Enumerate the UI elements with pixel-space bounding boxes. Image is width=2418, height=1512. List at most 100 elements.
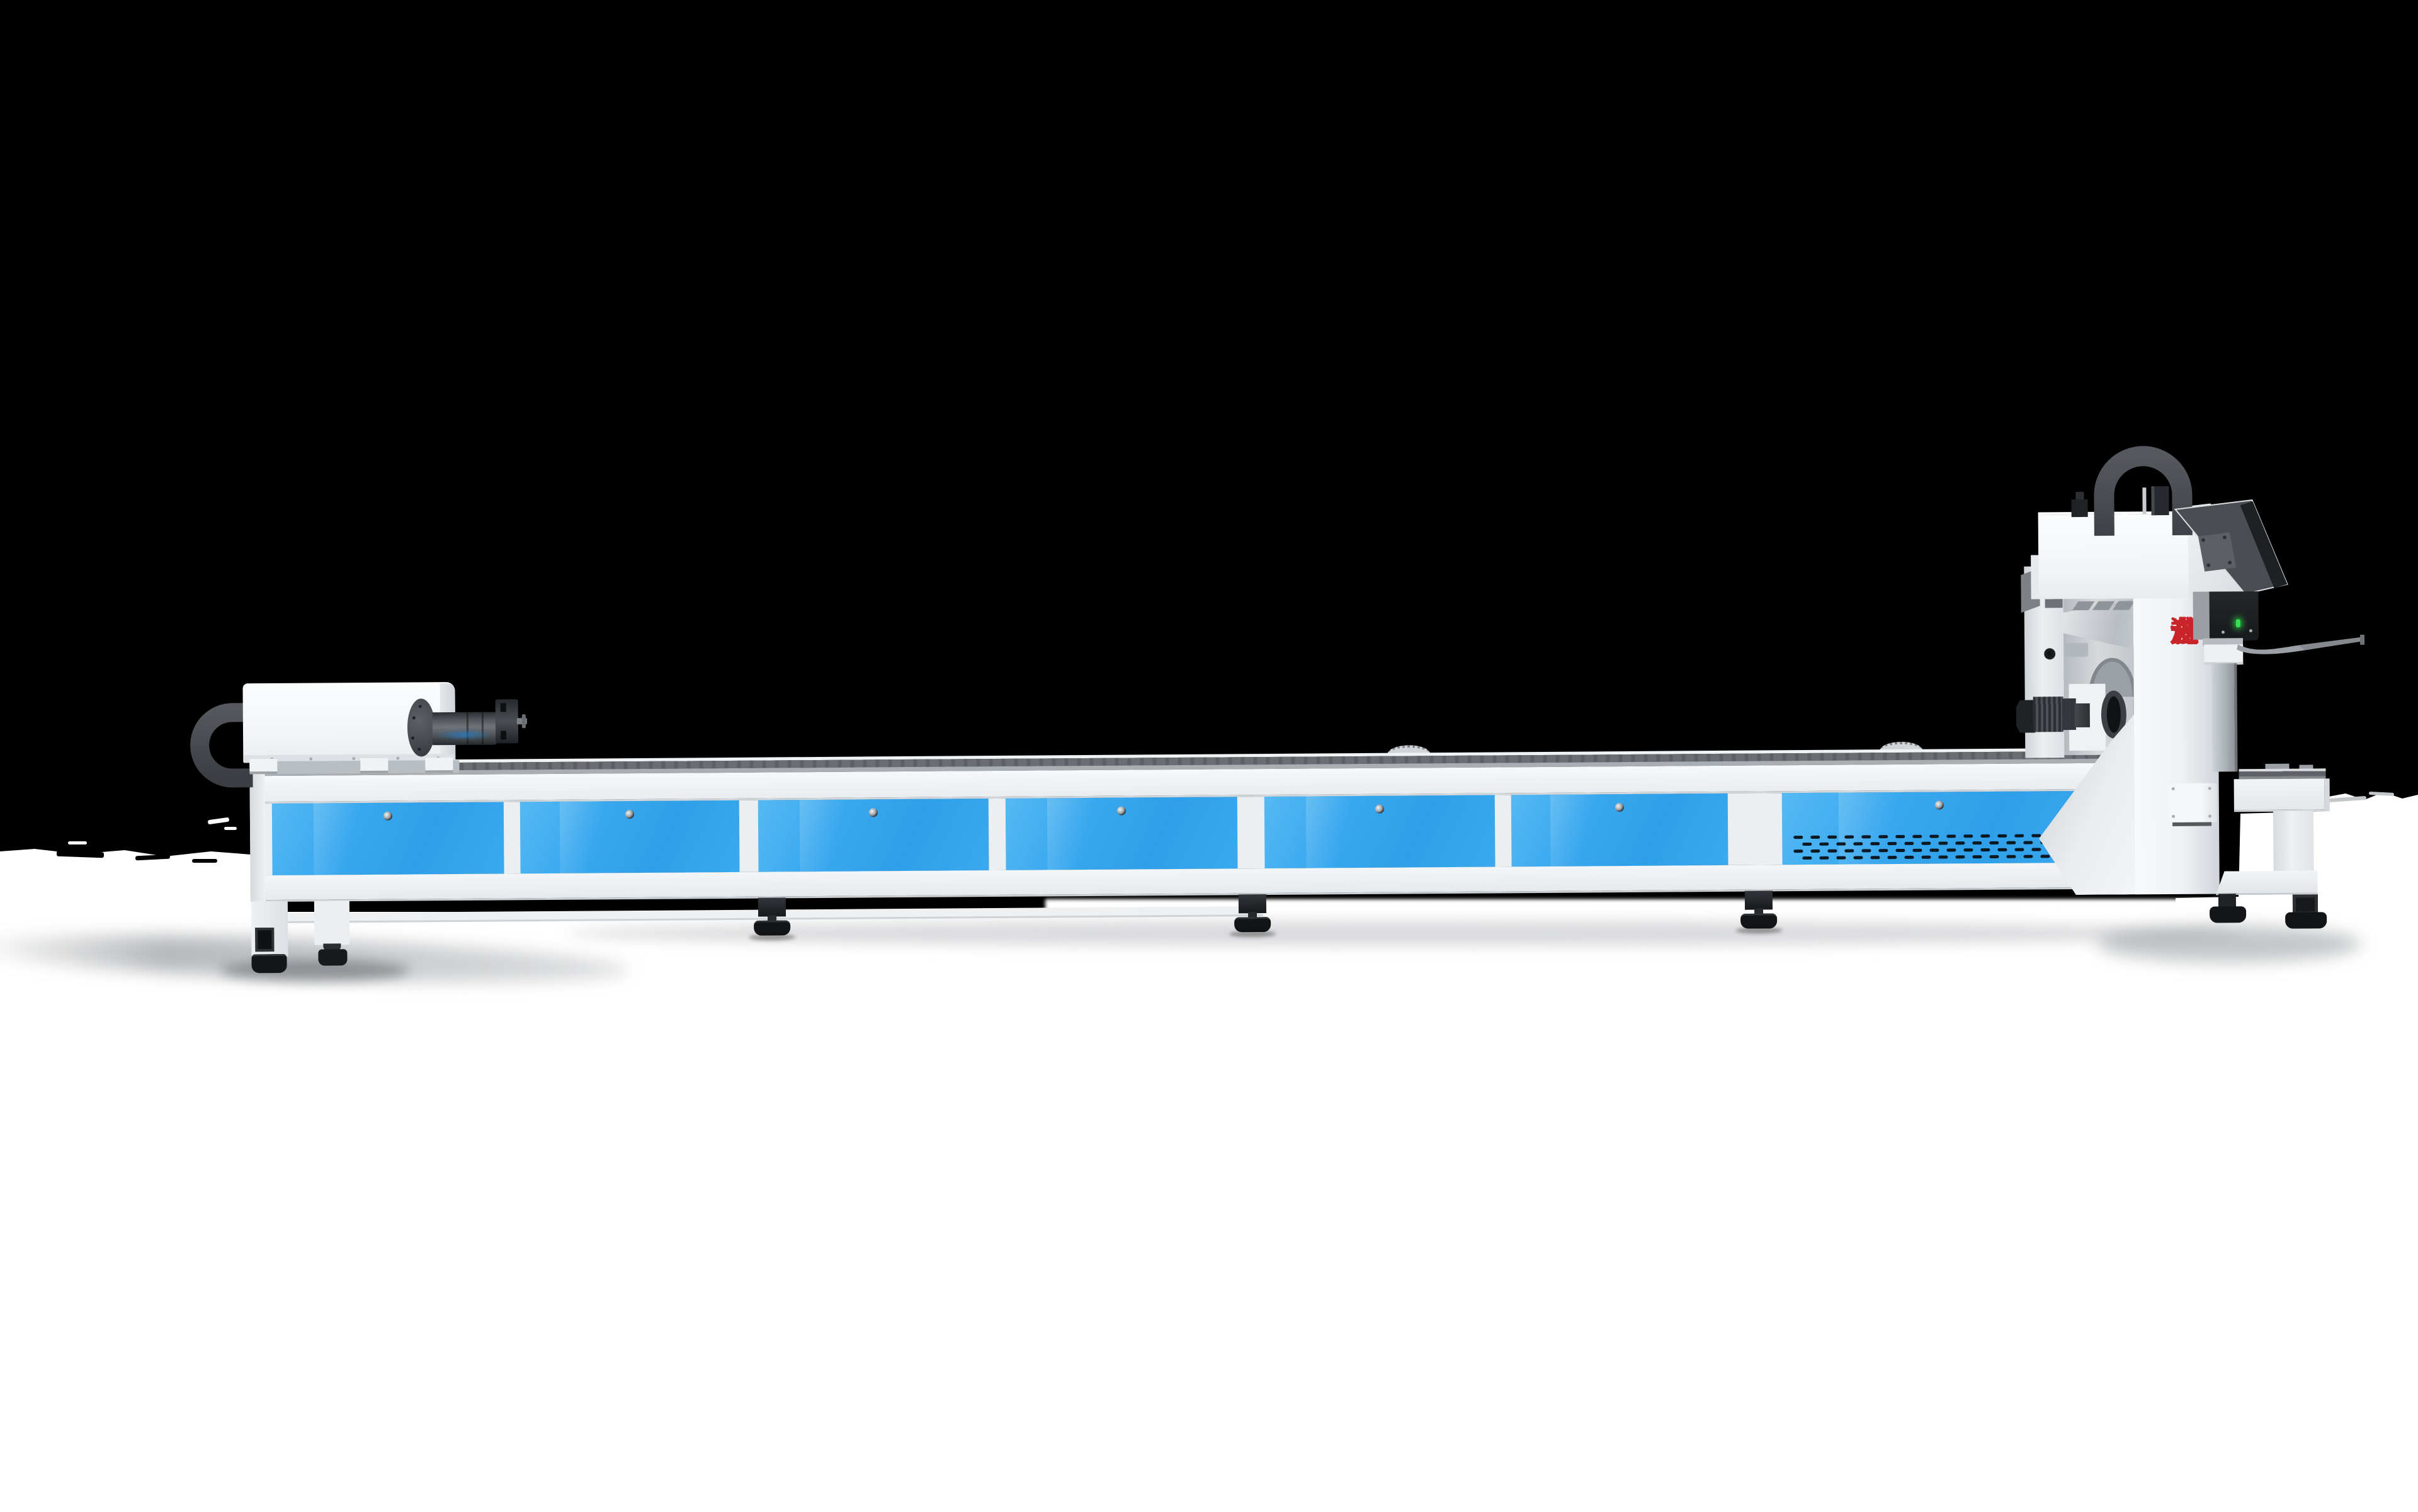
panel-sheen xyxy=(1047,797,1099,870)
switch-screw xyxy=(2171,787,2175,790)
housing-screw xyxy=(352,757,356,761)
rear-chuck-motor-end xyxy=(2062,698,2077,730)
bed-foot-bracket xyxy=(758,897,786,917)
bed-foot-bracket xyxy=(1238,894,1267,914)
vent-slot xyxy=(2031,848,2041,851)
housing-screw xyxy=(396,756,400,760)
vent-slot xyxy=(1887,842,1897,846)
panel-sheen xyxy=(559,801,608,873)
stand-base-beam xyxy=(2216,870,2318,895)
vent-slot xyxy=(1989,855,1999,859)
stand-post xyxy=(2273,810,2314,872)
vent-slot xyxy=(1989,841,1999,845)
vent-slot xyxy=(1861,849,1871,853)
lock-keyhole xyxy=(1375,804,1384,814)
panel-sheen xyxy=(1550,794,1599,867)
panel-sheen xyxy=(1838,792,1909,865)
bed-door-panel xyxy=(758,799,989,872)
bed-door-panel xyxy=(1005,797,1238,870)
bed-foot-bracket xyxy=(1744,890,1773,910)
vent-slot xyxy=(1946,834,1956,838)
leveling-foot xyxy=(754,920,791,936)
vent-slot xyxy=(1793,850,1803,853)
chuck-center-pin-cross xyxy=(521,714,526,729)
vent-slot xyxy=(1827,849,1837,853)
foot-shadow xyxy=(1229,930,1276,938)
bed-leg-socket xyxy=(255,928,275,952)
vent-slot xyxy=(1878,835,1888,839)
spindle-groove xyxy=(466,712,469,745)
drag-chain-arch xyxy=(2094,446,2193,536)
drag-chain-loop xyxy=(190,703,253,788)
floor-shadow xyxy=(2097,926,2361,962)
lock-keyhole xyxy=(1615,803,1624,812)
stand-head-beam xyxy=(2234,778,2330,812)
leveling-foot xyxy=(1234,916,1271,933)
panel-sheen xyxy=(314,803,365,875)
vent-slot xyxy=(1853,856,1863,860)
switch-box-shadow-line xyxy=(2172,822,2212,826)
rail-carriage xyxy=(425,758,453,773)
vent-slot xyxy=(1929,834,1939,838)
switch-screw xyxy=(2171,814,2176,818)
vent-slot xyxy=(1955,855,1965,859)
lock-keyhole xyxy=(625,810,634,819)
vent-slot xyxy=(1980,848,1990,852)
vent-slot xyxy=(2014,834,2024,838)
spindle-blue-reflection xyxy=(434,729,494,741)
rear-chuck-motor-cap xyxy=(2016,700,2035,732)
vent-slot xyxy=(2023,841,2033,844)
vent-slot xyxy=(2014,848,2024,851)
vent-slot xyxy=(1963,848,1973,852)
vent-slot xyxy=(1793,836,1803,839)
bed-door-panel xyxy=(519,800,740,874)
vent-slot xyxy=(1878,849,1888,853)
vent-slot xyxy=(1819,842,1829,846)
side-shelf-arm xyxy=(2237,634,2365,654)
vent-slot xyxy=(1946,848,1956,852)
vent-slot xyxy=(1836,842,1846,846)
vent-slot xyxy=(1895,834,1905,839)
vent-slot xyxy=(1972,855,1982,859)
vent-slot xyxy=(2023,855,2033,858)
foot-shadow xyxy=(749,934,796,941)
bed-door-panel xyxy=(271,802,504,876)
control-box-side xyxy=(2193,591,2211,640)
foot-shadow xyxy=(1735,927,1783,934)
panel-sheen xyxy=(799,799,851,872)
vent-slot xyxy=(1844,835,1854,839)
motor-coupling xyxy=(2074,703,2091,728)
vent-slot xyxy=(2040,855,2050,858)
vent-slot xyxy=(1997,834,2007,838)
vent-slot xyxy=(1810,835,1820,839)
bed-door-panel xyxy=(1264,795,1496,869)
chute-bracket xyxy=(2064,642,2089,657)
leveling-foot xyxy=(1740,913,1778,929)
panel-sheen xyxy=(1305,796,1357,868)
housing-screw xyxy=(309,757,313,761)
floor-speck xyxy=(224,827,237,830)
vent-slot xyxy=(1895,848,1905,853)
tower-leveling-foot xyxy=(2210,906,2247,923)
vent-slot xyxy=(1844,849,1854,853)
leveling-foot xyxy=(251,953,287,974)
vent-slot xyxy=(1997,848,2007,851)
flange-bolt xyxy=(417,747,421,751)
vent-slot xyxy=(1963,834,1973,838)
floor-shadow xyxy=(567,921,2242,946)
rail-carriage xyxy=(360,758,389,774)
cable-plug xyxy=(2071,499,2088,518)
switch-screw xyxy=(2208,787,2211,790)
vent-slot xyxy=(1980,834,1990,838)
vent-slot xyxy=(1827,835,1837,839)
stand-leveling-foot xyxy=(2285,912,2327,929)
bed-panel-row xyxy=(249,790,2116,876)
z-axis-slide xyxy=(2211,663,2238,772)
vent-slot xyxy=(2031,834,2041,838)
vent-slot xyxy=(1810,849,1820,853)
vent-slot xyxy=(1921,855,1931,859)
floor-speck xyxy=(68,841,87,844)
lock-keyhole xyxy=(868,808,878,817)
